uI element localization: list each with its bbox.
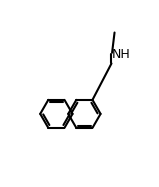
Text: NH: NH bbox=[111, 48, 130, 61]
